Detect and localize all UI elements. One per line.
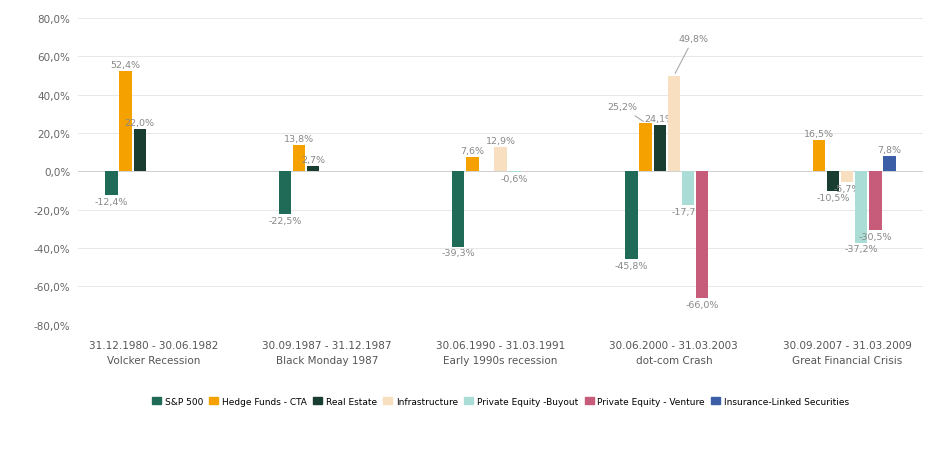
Text: -30,5%: -30,5% <box>858 232 892 241</box>
Text: -17,7%: -17,7% <box>672 208 704 217</box>
Text: -12,4%: -12,4% <box>95 198 129 207</box>
Bar <box>119 72 132 172</box>
Legend: S&P 500, Hedge Funds - CTA, Real Estate, Infrastructure, Private Equity -Buyout,: S&P 500, Hedge Funds - CTA, Real Estate,… <box>152 397 849 406</box>
Text: 52,4%: 52,4% <box>111 61 141 70</box>
Bar <box>105 172 118 196</box>
Text: 49,8%: 49,8% <box>675 35 708 74</box>
Bar <box>279 172 291 215</box>
Text: 12,9%: 12,9% <box>486 136 516 145</box>
Bar <box>841 172 854 183</box>
Bar <box>827 172 840 192</box>
Bar <box>452 172 464 247</box>
Text: -22,5%: -22,5% <box>268 217 302 226</box>
Bar <box>133 130 146 172</box>
Text: -0,6%: -0,6% <box>501 175 528 184</box>
Text: 13,8%: 13,8% <box>284 135 314 144</box>
Text: -37,2%: -37,2% <box>844 245 878 254</box>
Text: -45,8%: -45,8% <box>615 261 648 270</box>
Bar <box>307 167 319 172</box>
Text: 22,0%: 22,0% <box>125 119 155 128</box>
Text: 7,8%: 7,8% <box>877 146 901 155</box>
Text: -5,7%: -5,7% <box>834 185 861 194</box>
Bar <box>626 172 638 259</box>
Bar <box>508 172 521 173</box>
Text: 2,7%: 2,7% <box>301 156 325 165</box>
Text: 24,1%: 24,1% <box>644 115 674 124</box>
Bar <box>682 172 694 206</box>
Bar <box>466 158 478 172</box>
Bar <box>696 172 708 298</box>
Text: 16,5%: 16,5% <box>804 129 834 139</box>
Bar <box>654 126 666 172</box>
Bar <box>494 147 507 172</box>
Bar <box>668 77 680 172</box>
Text: -39,3%: -39,3% <box>442 249 475 258</box>
Text: 7,6%: 7,6% <box>461 147 484 156</box>
Bar <box>884 157 896 172</box>
Text: -66,0%: -66,0% <box>686 300 719 309</box>
Text: -10,5%: -10,5% <box>816 194 850 203</box>
Text: 25,2%: 25,2% <box>607 103 643 122</box>
Bar <box>813 140 825 172</box>
Bar <box>855 172 868 243</box>
Bar <box>293 146 305 172</box>
Bar <box>640 124 652 172</box>
Bar <box>870 172 882 230</box>
